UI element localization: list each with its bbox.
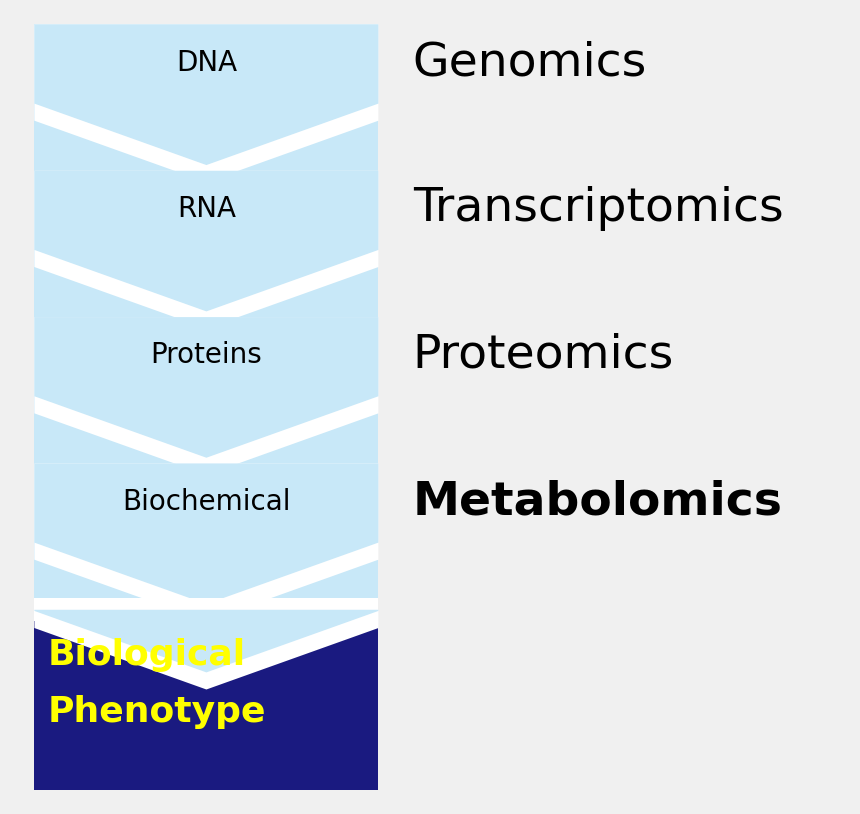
Polygon shape [34,463,378,621]
Text: Proteomics: Proteomics [413,333,674,378]
Polygon shape [34,24,378,790]
Polygon shape [34,317,378,457]
Polygon shape [34,24,378,165]
Text: Genomics: Genomics [413,40,647,85]
Polygon shape [34,317,378,475]
Text: Biological: Biological [47,638,245,672]
Text: Transcriptomics: Transcriptomics [413,186,783,231]
Text: Biochemical: Biochemical [122,488,291,515]
Polygon shape [34,610,378,689]
Polygon shape [34,463,378,604]
Polygon shape [34,171,378,312]
Polygon shape [34,171,378,329]
Polygon shape [34,24,378,182]
Text: Phenotype: Phenotype [47,695,266,729]
Polygon shape [34,610,378,672]
Polygon shape [34,598,378,621]
Text: DNA: DNA [175,49,237,77]
Text: Metabolomics: Metabolomics [413,479,783,524]
Text: RNA: RNA [177,195,236,223]
Polygon shape [34,610,378,790]
Text: Proteins: Proteins [150,341,262,370]
